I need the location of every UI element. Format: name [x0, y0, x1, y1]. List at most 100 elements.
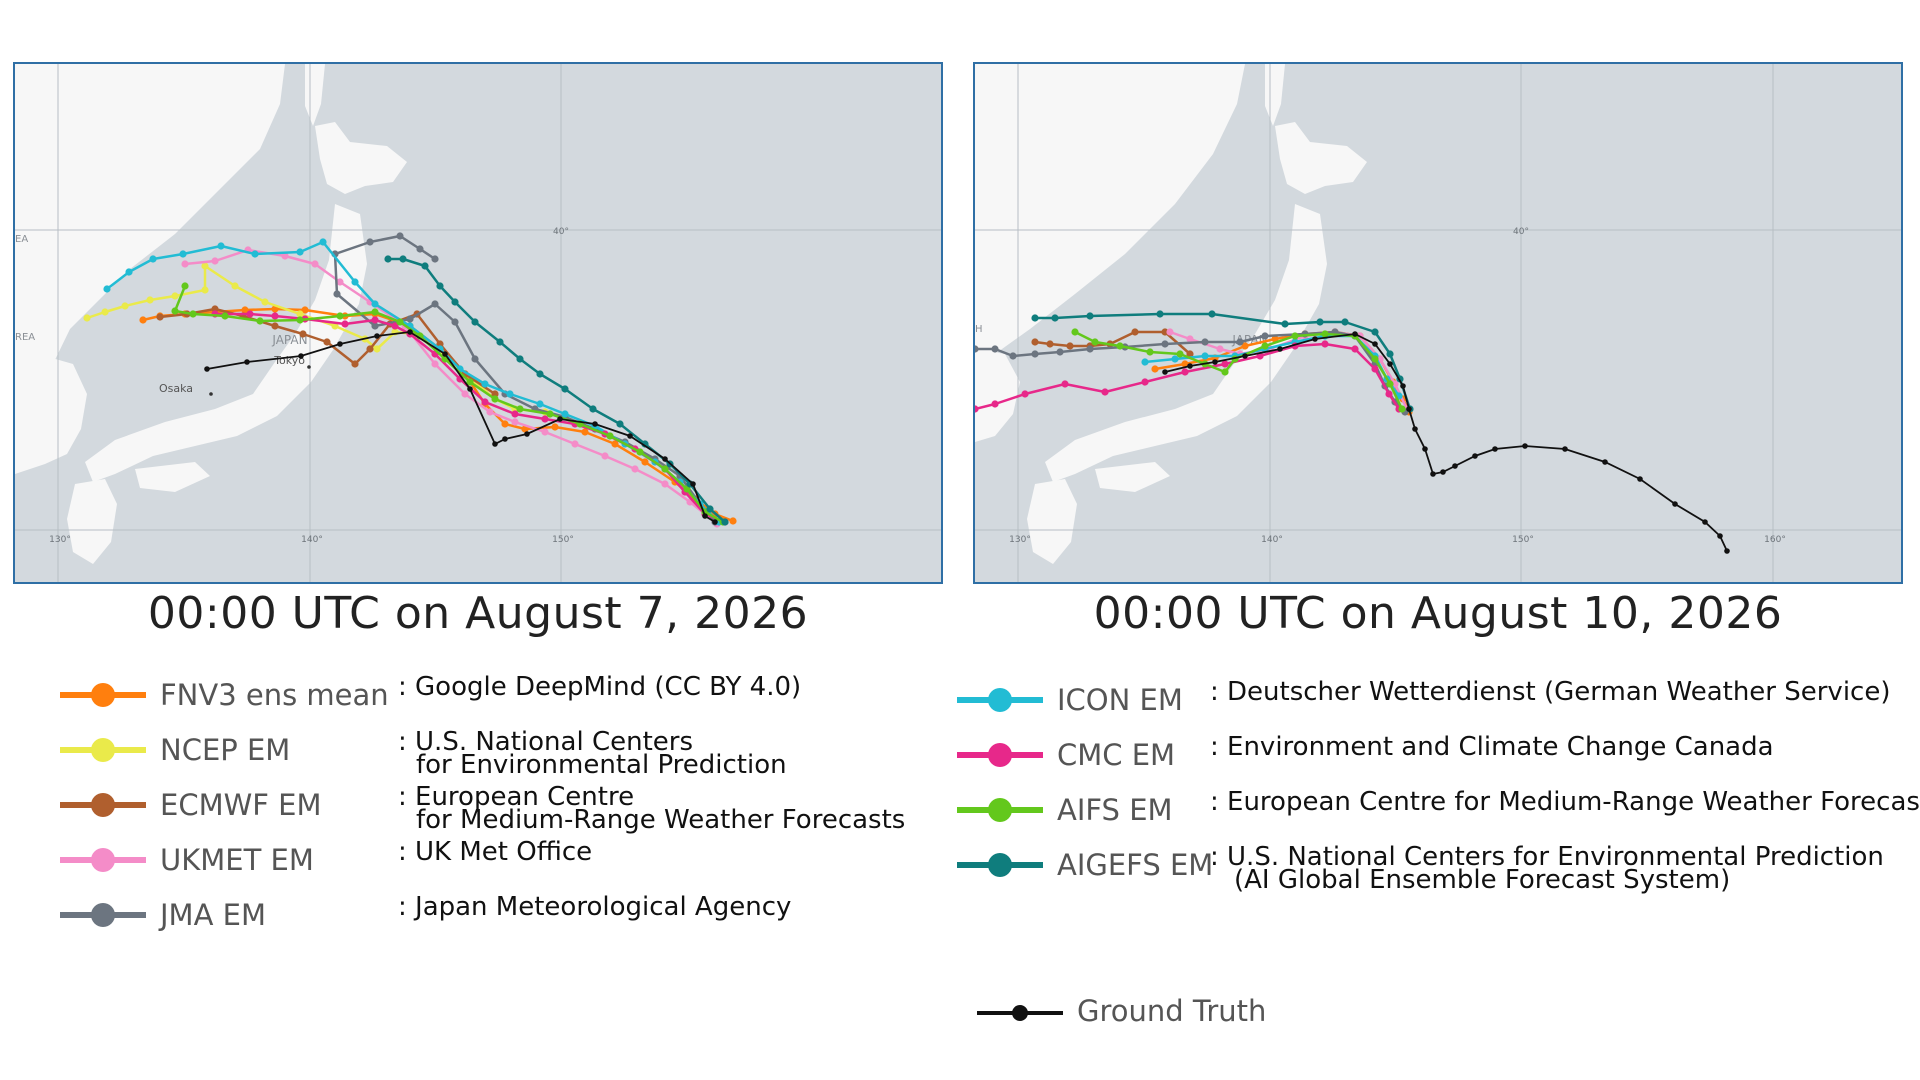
description-line: : European Centre for Medium-Range Weath…: [1210, 787, 1920, 817]
track-point: [181, 282, 189, 290]
description-line: : Google DeepMind (CC BY 4.0): [398, 672, 802, 702]
track-point: [1091, 338, 1099, 346]
track-point: [486, 408, 494, 416]
track-point: [561, 410, 569, 418]
track-point: [371, 300, 379, 308]
track-point: [451, 298, 459, 306]
track-point: [421, 262, 429, 270]
track-point: [399, 255, 407, 263]
track-point: [1385, 390, 1393, 398]
track-aigefs-em: [384, 255, 729, 526]
track-point: [211, 305, 219, 313]
forecast-tracks: [975, 310, 1730, 554]
track-point: [366, 238, 374, 246]
track-point: [299, 330, 307, 338]
track-point: [636, 448, 644, 456]
region-label: H: [975, 324, 983, 335]
track-point: [1086, 345, 1094, 353]
track-point: [1430, 471, 1436, 477]
sakhalin-island: [1265, 64, 1285, 126]
legend-swatch-icon: [60, 683, 146, 707]
legend-model-name: AIGEFS EM: [1057, 848, 1214, 882]
legend-model-name: Ground Truth: [1077, 994, 1267, 1028]
track-point: [204, 366, 210, 372]
track-point: [541, 428, 549, 436]
track-point: [506, 390, 514, 398]
map-panel-august-10[interactable]: 130° 140° 150° 160° 40° JAPAN H: [973, 62, 1903, 584]
track-point: [211, 257, 219, 265]
track-point: [631, 465, 639, 473]
track-point: [1161, 340, 1169, 348]
track-point: [406, 315, 414, 323]
track-point: [351, 360, 359, 368]
legend-model-name: ECMWF EM: [160, 788, 322, 822]
track-point: [516, 355, 524, 363]
track-point: [589, 405, 597, 413]
track-point: [536, 400, 544, 408]
track-point: [125, 268, 133, 276]
legend-model-description: : UK Met Office: [398, 839, 592, 865]
track-point: [1186, 335, 1194, 343]
track-point: [416, 245, 424, 253]
track-point: [662, 456, 668, 462]
latitude-tick-label: 40°: [553, 227, 569, 237]
track-point: [337, 341, 343, 347]
track-point: [396, 318, 404, 326]
longitude-tick-label: 150°: [552, 535, 574, 545]
kyushu-island: [67, 479, 117, 564]
track-point: [557, 416, 563, 422]
track-point: [1221, 360, 1229, 368]
track-point: [351, 278, 359, 286]
track-point: [256, 317, 264, 325]
track-point: [407, 329, 413, 335]
track-point: [271, 322, 279, 330]
track-point: [627, 433, 633, 439]
track-point: [1291, 332, 1299, 340]
track-cmc-em: [975, 340, 1403, 413]
track-point: [1187, 363, 1193, 369]
track-point: [301, 306, 309, 314]
track-point: [217, 242, 225, 250]
track-line: [159, 307, 496, 396]
track-point: [1141, 378, 1149, 386]
track-point: [436, 282, 444, 290]
legend-model-name: NCEP EM: [160, 733, 291, 767]
city-dot-icon: [307, 365, 311, 369]
track-point: [1176, 350, 1184, 358]
description-line: : U.S. National Centers for Environmenta…: [1210, 842, 1884, 872]
legend-model-name: JMA EM: [160, 898, 266, 932]
legend-swatch-icon: [60, 738, 146, 762]
track-point: [481, 398, 489, 406]
track-point: [706, 505, 714, 513]
track-point: [1422, 446, 1428, 452]
track-point: [1386, 380, 1394, 388]
track-point: [524, 431, 530, 437]
track-point: [371, 316, 379, 324]
track-point: [298, 353, 304, 359]
longitude-tick-label: 140°: [1261, 535, 1283, 545]
longitude-tick-label: 160°: [1764, 535, 1786, 545]
track-point: [1051, 314, 1059, 322]
map-title-right: 00:00 UTC on August 10, 2026: [1093, 588, 1783, 639]
track-point: [1452, 463, 1458, 469]
track-point: [541, 415, 549, 423]
track-point: [1637, 476, 1643, 482]
track-point: [1181, 368, 1189, 376]
track-point: [1386, 350, 1394, 358]
track-point: [641, 440, 649, 448]
track-point: [1131, 328, 1139, 336]
track-point: [712, 519, 718, 525]
track-point: [436, 345, 444, 353]
longitude-tick-label: 140°: [301, 535, 323, 545]
legend-model-description: : Google DeepMind (CC BY 4.0): [398, 674, 801, 700]
track-point: [1352, 331, 1358, 337]
track-point: [511, 410, 519, 418]
map-panel-august-7[interactable]: 130° 140° 150° 40° JAPAN Tokyo Osaka REA EA: [13, 62, 943, 584]
legend-swatch-icon: [957, 798, 1043, 822]
description-line: for Medium-Range Weather Forecasts: [416, 805, 906, 835]
track-point: [451, 318, 459, 326]
track-point: [571, 440, 579, 448]
track-point: [1208, 310, 1216, 318]
